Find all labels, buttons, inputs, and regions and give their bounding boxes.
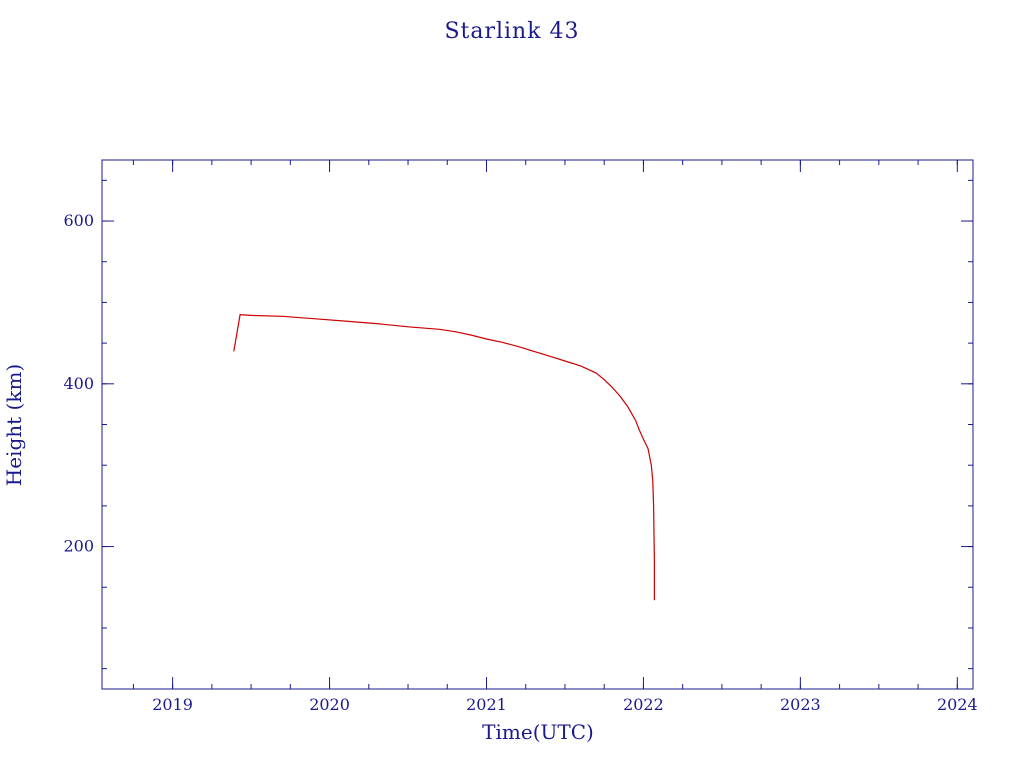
x-tick-label: 2020 xyxy=(309,695,350,714)
series-line-0 xyxy=(233,314,656,601)
x-tick-label: 2022 xyxy=(623,695,664,714)
y-tick-label: 200 xyxy=(63,537,94,556)
x-tick-label: 2023 xyxy=(780,695,821,714)
y-tick-label: 600 xyxy=(63,211,94,230)
x-tick-label: 2021 xyxy=(466,695,507,714)
series-layer xyxy=(233,314,656,601)
x-tick-label: 2024 xyxy=(937,695,978,714)
tick-labels: 2019 2020 2021 2022 2023 2024 200 400 600 xyxy=(63,211,977,714)
plot-frame xyxy=(101,159,974,690)
y-tick-label: 400 xyxy=(63,374,94,393)
axis-ticks xyxy=(102,160,973,689)
y-axis-label: Height (km) xyxy=(2,364,26,486)
chart-title: Starlink 43 xyxy=(444,19,579,44)
x-tick-label: 2019 xyxy=(152,695,193,714)
x-axis-label: Time(UTC) xyxy=(482,720,594,744)
